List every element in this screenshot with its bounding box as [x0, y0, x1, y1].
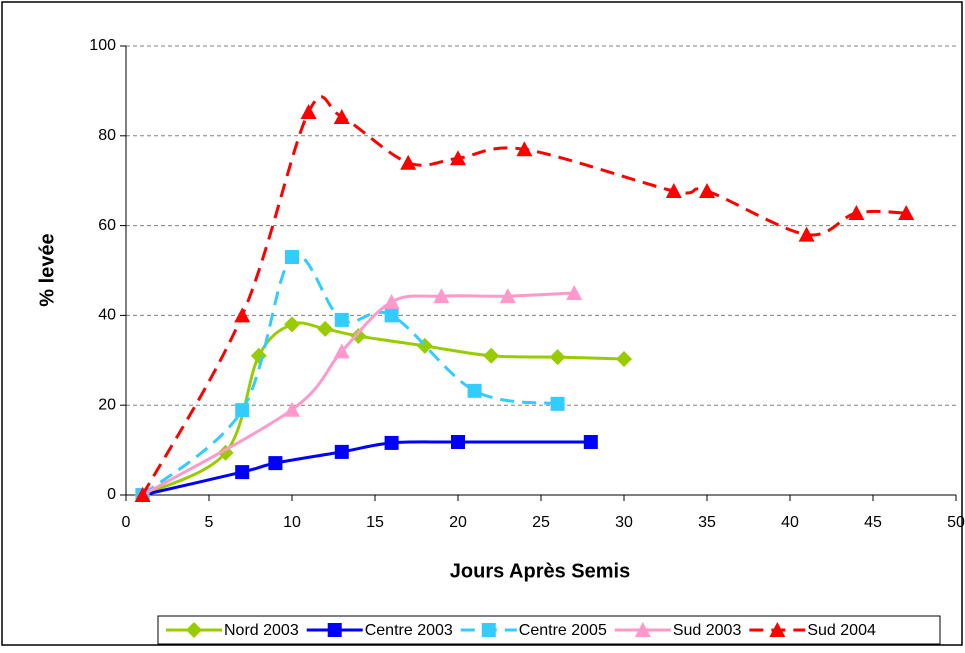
marker — [234, 307, 251, 323]
marker — [499, 288, 516, 304]
marker — [285, 250, 299, 265]
x-tick-label: 40 — [781, 514, 799, 531]
marker — [284, 401, 300, 417]
marker — [433, 288, 450, 304]
y-tick-label: 80 — [98, 127, 116, 144]
marker — [383, 293, 400, 309]
marker — [483, 347, 500, 364]
legend-marker — [481, 623, 496, 637]
legend-label: Sud 2004 — [807, 622, 876, 639]
marker — [516, 141, 533, 157]
marker — [235, 403, 250, 418]
marker — [400, 154, 417, 170]
marker — [317, 320, 334, 337]
marker — [451, 435, 465, 450]
x-tick-label: 15 — [366, 514, 384, 531]
marker — [334, 312, 349, 327]
x-tick-label: 25 — [532, 514, 550, 531]
marker — [334, 444, 349, 459]
series-line — [141, 321, 625, 497]
marker — [284, 316, 300, 333]
marker — [566, 284, 583, 300]
marker — [798, 226, 815, 242]
x-tick-label: 35 — [698, 514, 716, 531]
x-tick-label: 0 — [122, 514, 131, 531]
marker — [384, 435, 399, 450]
x-axis-title: Jours Après Semis — [450, 560, 630, 582]
x-tick-label: 10 — [283, 514, 301, 531]
marker — [848, 205, 865, 221]
marker — [134, 487, 151, 502]
marker — [350, 328, 367, 345]
marker — [898, 205, 915, 221]
marker — [235, 465, 250, 480]
legend-label: Sud 2003 — [673, 622, 742, 639]
legend-marker — [769, 622, 786, 637]
y-tick-label: 20 — [98, 396, 116, 413]
legend-label: Centre 2003 — [365, 622, 453, 639]
marker — [333, 343, 350, 359]
marker — [583, 435, 598, 450]
legend-marker — [327, 623, 342, 637]
legend-label: Nord 2003 — [224, 622, 299, 639]
x-tick-label: 50 — [947, 514, 965, 531]
legend-label: Centre 2005 — [519, 622, 607, 639]
marker — [699, 183, 715, 199]
legend-marker — [186, 622, 202, 638]
x-tick-label: 30 — [615, 514, 633, 531]
legend-frame — [157, 615, 941, 645]
marker — [268, 456, 283, 471]
marker — [549, 349, 566, 366]
legend-marker — [634, 622, 651, 637]
y-axis-title: % levée — [36, 233, 58, 306]
x-tick-label: 5 — [205, 514, 214, 531]
marker — [550, 396, 565, 411]
marker — [665, 183, 682, 199]
y-tick-label: 60 — [98, 217, 116, 234]
x-tick-label: 45 — [864, 514, 882, 531]
y-tick-label: 40 — [98, 307, 116, 324]
y-tick-label: 100 — [89, 37, 116, 54]
marker — [467, 383, 482, 398]
series-line — [141, 253, 558, 497]
x-tick-label: 20 — [449, 514, 467, 531]
marker — [616, 350, 632, 367]
marker — [333, 108, 350, 124]
marker — [450, 150, 466, 166]
y-tick-label: 0 — [107, 486, 116, 503]
marker — [384, 308, 399, 323]
marker — [300, 104, 317, 120]
